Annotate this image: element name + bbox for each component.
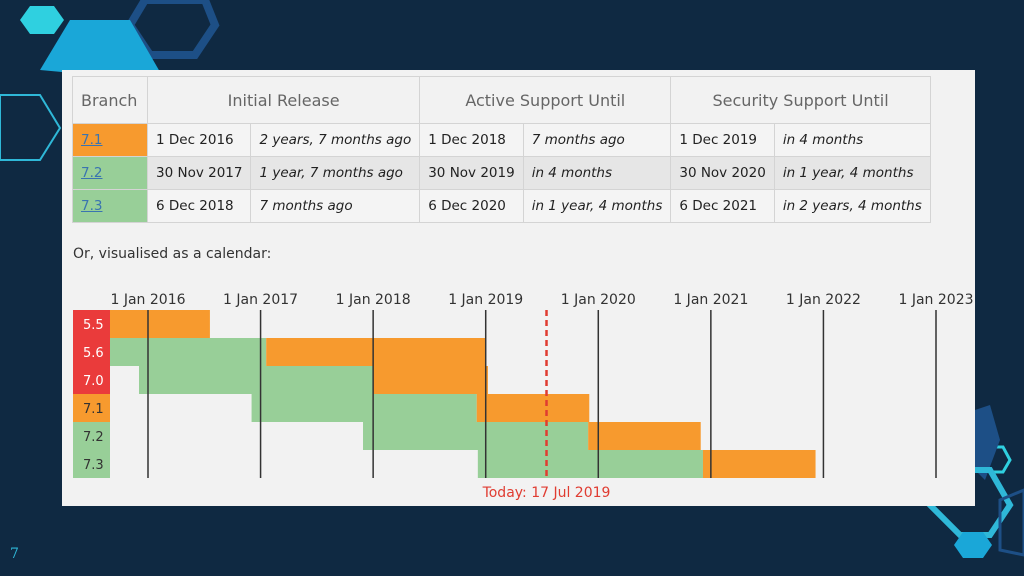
table-row: 7.1 1 Dec 2016 2 years, 7 months ago 1 D… [72,123,931,157]
release-ago: 7 months ago [250,189,421,223]
active-support-bar [363,422,589,450]
security-relative: in 2 years, 4 months [773,189,931,223]
support-calendar-chart: 5.5 5.6 7.0 7.1 7.2 7.3 1 Jan 2016 1 Jan 2017 1 … [73,292,974,501]
table-row: 7.2 30 Nov 2017 1 year, 7 months ago 30 … [72,156,931,190]
branch-link-7-2[interactable]: 7.2 [81,165,103,181]
branch-label-cell [73,338,110,366]
branch-label-cell [73,450,110,478]
year-tick-label: 1 Jan 2017 [223,292,298,308]
active-support-bar [251,394,477,422]
security-date: 30 Nov 2020 [670,156,775,190]
slide-number: 7 [10,546,19,562]
branch-label: 7.2 [83,430,104,445]
year-tick-label: 1 Jan 2023 [898,292,973,308]
hexagon-decoration [998,488,1024,557]
hexagon-decoration [20,6,64,34]
branch-label: 7.3 [83,458,104,473]
release-date: 1 Dec 2016 [146,123,252,157]
security-support-bar [702,450,816,478]
header-initial-release: Initial Release [146,76,421,124]
hexagon-decoration [40,20,160,72]
active-relative: in 4 months [522,156,672,190]
calendar-caption: Or, visualised as a calendar: [73,246,272,262]
year-tick-label: 1 Jan 2020 [561,292,636,308]
header-security-support: Security Support Until [670,76,931,124]
header-active-support: Active Support Until [419,76,672,124]
year-tick-label: 1 Jan 2022 [786,292,861,308]
active-date: 1 Dec 2018 [419,123,524,157]
hexagon-decoration [0,94,62,161]
security-support-bar [588,422,701,450]
security-date: 1 Dec 2019 [670,123,775,157]
security-support-bar [476,394,590,422]
branch-cell: 7.3 [72,189,148,223]
year-tick-label: 1 Jan 2021 [673,292,748,308]
today-label: Today: 17 Jul 2019 [482,485,611,501]
branch-label: 7.0 [83,374,104,389]
security-support-bar [373,366,488,394]
branch-link-7-1[interactable]: 7.1 [81,132,103,148]
branch-cell: 7.2 [72,156,148,190]
branch-cell: 7.1 [72,123,148,157]
table-row: 7.3 6 Dec 2018 7 months ago 6 Dec 2020 i… [72,189,931,223]
active-date: 30 Nov 2019 [419,156,524,190]
active-relative: in 1 year, 4 months [522,189,672,223]
year-tick-label: 1 Jan 2016 [110,292,185,308]
branch-label-cell [73,422,110,450]
active-relative: 7 months ago [522,123,672,157]
active-support-bar [110,338,267,366]
release-date: 30 Nov 2017 [146,156,252,190]
branch-label: 5.5 [83,318,104,333]
year-tick-label: 1 Jan 2018 [336,292,411,308]
branch-label-cell [73,310,110,338]
table-header-row: Branch Initial Release Active Support Un… [72,76,931,124]
security-support-bar [110,310,210,338]
hexagon-decoration [975,405,1000,480]
support-table: Branch Initial Release Active Support Un… [72,76,931,223]
branch-label-cell [73,394,110,422]
screenshot-panel: Branch Initial Release Active Support Un… [62,70,975,506]
branch-link-7-3[interactable]: 7.3 [81,198,103,214]
branch-label: 5.6 [83,346,104,361]
hexagon-decoration [954,532,992,558]
active-support-bar [138,366,374,394]
security-relative: in 4 months [773,123,931,157]
branch-label: 7.1 [83,402,104,417]
security-date: 6 Dec 2021 [670,189,775,223]
security-relative: in 1 year, 4 months [773,156,931,190]
active-support-bar [477,450,703,478]
branch-label-cell [73,366,110,394]
security-support-bar [266,338,486,366]
year-tick-label: 1 Jan 2019 [448,292,523,308]
release-ago: 1 year, 7 months ago [250,156,421,190]
release-date: 6 Dec 2018 [146,189,252,223]
active-date: 6 Dec 2020 [419,189,524,223]
